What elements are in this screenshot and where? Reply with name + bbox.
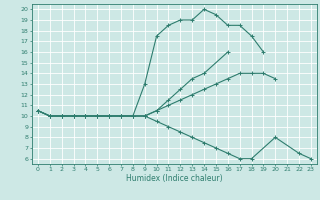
X-axis label: Humidex (Indice chaleur): Humidex (Indice chaleur) (126, 174, 223, 183)
